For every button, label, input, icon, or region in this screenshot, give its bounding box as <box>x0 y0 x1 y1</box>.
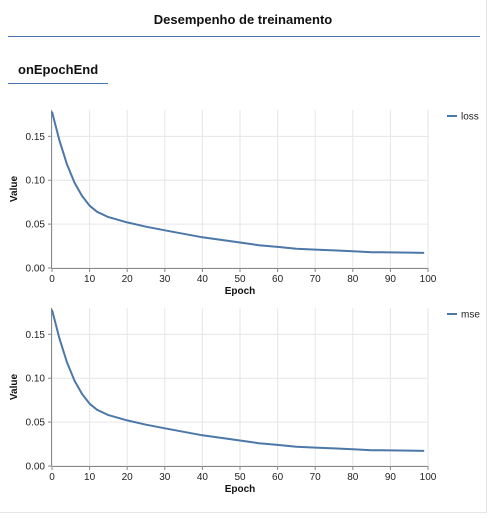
y-tick-label: 0.05 <box>26 418 46 429</box>
x-tick-label: 50 <box>234 472 246 483</box>
x-axis-title: Epoch <box>225 286 256 297</box>
x-tick-label: 10 <box>84 472 96 483</box>
training-performance-panel: Desempenho de treinamento onEpochEnd 0 10… <box>0 0 487 513</box>
chart-svg: 0 10 20 30 40 50 60 70 80 90 100 0.00 0.05 0.10 0.15 Ep… <box>9 110 479 297</box>
x-tick-label: 0 <box>49 274 55 285</box>
x-tick-label: 20 <box>122 472 134 483</box>
mse-chart: 0 10 20 30 40 50 60 70 80 90 100 0.00 0.05 0.10 0.15 Ep… <box>0 298 486 498</box>
loss-chart: 0 10 20 30 40 50 60 70 80 90 100 0.00 0.05 0.10 0.15 Ep… <box>0 100 486 300</box>
x-tick-label: 80 <box>347 472 359 483</box>
legend-label: mse <box>461 310 480 321</box>
tab-label: onEpochEnd <box>18 62 99 77</box>
x-tick-label: 20 <box>122 274 134 285</box>
x-tick-label: 90 <box>385 472 397 483</box>
x-tick-label: 50 <box>234 274 246 285</box>
y-tick-label: 0.10 <box>26 374 46 385</box>
series-line-loss <box>51 111 425 254</box>
y-tick-label: 0.05 <box>26 220 46 231</box>
x-tick-label: 60 <box>272 274 284 285</box>
x-axis-title: Epoch <box>225 484 256 495</box>
x-tick-label: 40 <box>197 274 209 285</box>
x-tick-label: 30 <box>159 274 171 285</box>
y-tick-label: 0.15 <box>26 132 46 143</box>
x-tick-label: 10 <box>84 274 96 285</box>
y-axis-title: Value <box>9 374 20 401</box>
x-tick-label: 0 <box>49 472 55 483</box>
x-tick-label: 30 <box>159 472 171 483</box>
x-tick-label: 100 <box>420 274 437 285</box>
legend-label: loss <box>461 112 479 123</box>
chart-svg: 0 10 20 30 40 50 60 70 80 90 100 0.00 0.05 0.10 0.15 Ep… <box>9 308 480 495</box>
x-tick-label: 70 <box>310 472 322 483</box>
panel-title: Desempenho de treinamento <box>153 12 333 27</box>
x-tick-label: 80 <box>347 274 359 285</box>
tab-on-epoch-end[interactable]: onEpochEnd <box>8 61 108 84</box>
x-tick-label: 60 <box>272 472 284 483</box>
y-tick-label: 0.15 <box>26 330 46 341</box>
y-tick-label: 0.10 <box>26 176 46 187</box>
y-axis-title: Value <box>9 176 20 203</box>
title-divider <box>8 36 480 37</box>
y-tick-label: 0.00 <box>26 462 46 473</box>
x-tick-label: 100 <box>420 472 437 483</box>
series-line-mse <box>51 309 425 452</box>
x-tick-label: 70 <box>310 274 322 285</box>
y-tick-label: 0.00 <box>26 264 46 275</box>
x-tick-label: 90 <box>385 274 397 285</box>
x-tick-label: 40 <box>197 472 209 483</box>
